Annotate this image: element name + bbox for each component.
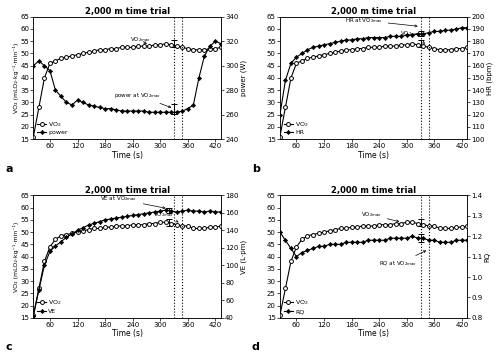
X-axis label: Time (s): Time (s) (358, 151, 389, 160)
Text: power at VO$_{2max}$: power at VO$_{2max}$ (114, 91, 170, 108)
Text: d: d (252, 342, 260, 352)
Y-axis label: VO₂ (mLO₂·kg⁻¹·min⁻¹): VO₂ (mLO₂·kg⁻¹·min⁻¹) (13, 43, 19, 113)
Title: 2,000 m time trial: 2,000 m time trial (84, 185, 170, 194)
Legend: VO$_2$, VE: VO$_2$, VE (36, 298, 62, 315)
Y-axis label: HR (bpm): HR (bpm) (486, 61, 493, 95)
Y-axis label: RQ: RQ (484, 252, 490, 262)
Title: 2,000 m time trial: 2,000 m time trial (331, 185, 416, 194)
Text: c: c (5, 342, 12, 352)
Title: 2,000 m time trial: 2,000 m time trial (331, 7, 416, 16)
X-axis label: Time (s): Time (s) (358, 329, 389, 338)
Text: HR at VO$_{2max}$: HR at VO$_{2max}$ (344, 16, 417, 27)
Title: 2,000 m time trial: 2,000 m time trial (84, 7, 170, 16)
Y-axis label: VE (L·pm): VE (L·pm) (240, 239, 246, 274)
X-axis label: Time (s): Time (s) (112, 329, 142, 338)
Legend: VO$_2$, power: VO$_2$, power (36, 120, 68, 136)
X-axis label: Time (s): Time (s) (112, 151, 142, 160)
Y-axis label: power (W): power (W) (240, 60, 246, 96)
Legend: VO$_2$, RQ: VO$_2$, RQ (283, 298, 309, 315)
Text: VO$_{2max}$: VO$_{2max}$ (130, 36, 152, 44)
Legend: VO$_2$, HR: VO$_2$, HR (283, 120, 309, 136)
Y-axis label: VO₂ (mLO₂·kg⁻¹·min⁻¹): VO₂ (mLO₂·kg⁻¹·min⁻¹) (13, 221, 19, 292)
Text: VE at VO$_{2max}$: VE at VO$_{2max}$ (100, 194, 165, 209)
Text: RQ at VO$_{2max}$: RQ at VO$_{2max}$ (379, 251, 426, 268)
Text: b: b (252, 164, 260, 174)
Text: VO$_{2max}$: VO$_{2max}$ (153, 211, 178, 222)
Text: VO$_{2max}$: VO$_{2max}$ (400, 30, 424, 43)
Text: a: a (5, 164, 12, 174)
Text: VO$_{2max}$: VO$_{2max}$ (361, 211, 399, 222)
